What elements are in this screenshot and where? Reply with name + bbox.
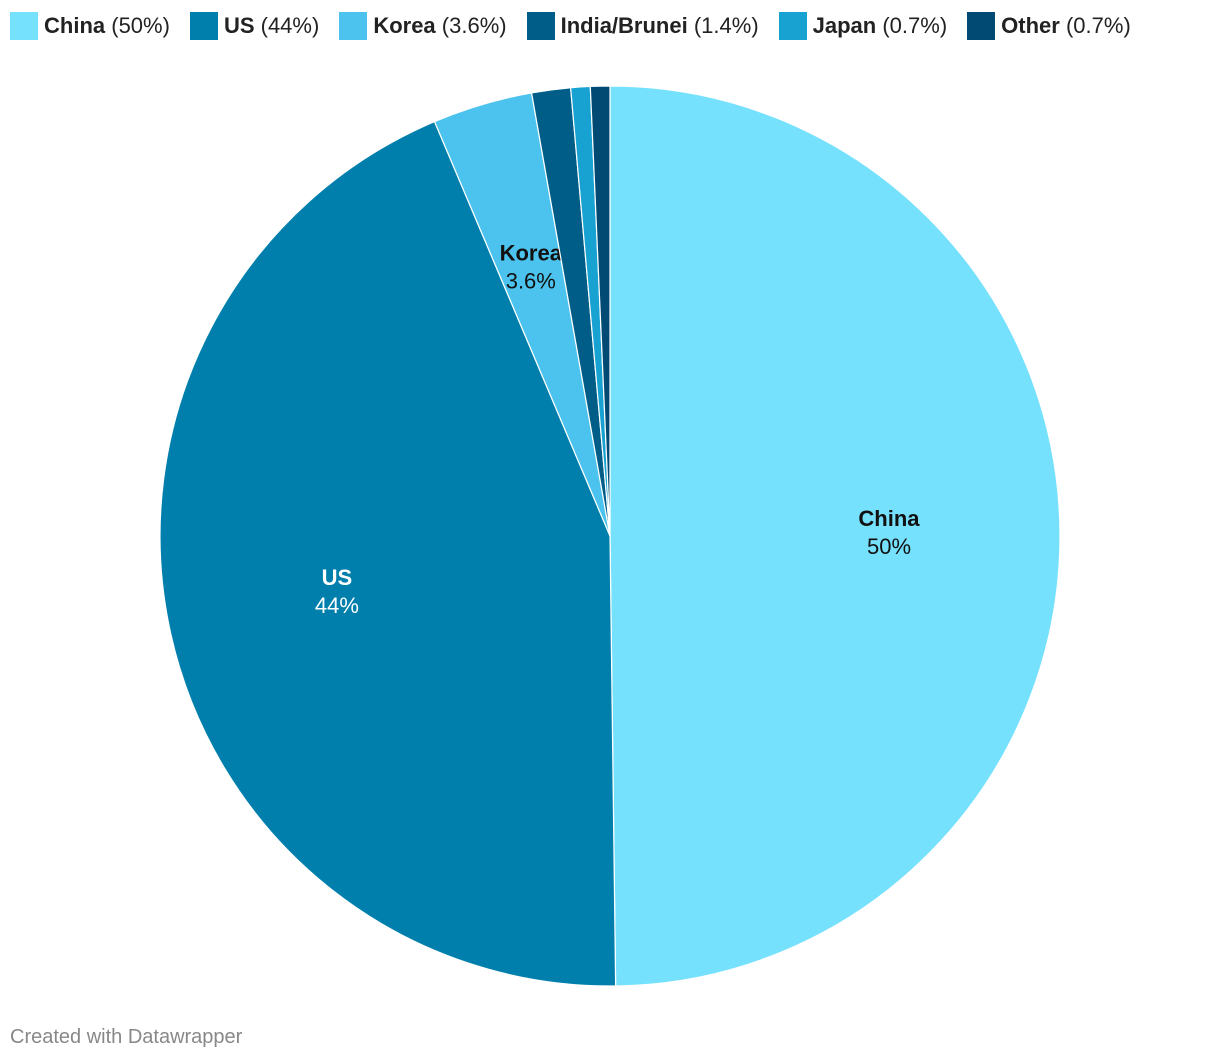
legend-value: (50%)	[111, 13, 170, 38]
legend-item: US (44%)	[189, 12, 319, 40]
legend-text: Korea (3.6%)	[373, 13, 506, 39]
slice-label: Korea	[500, 240, 563, 265]
slice-label: US	[322, 565, 353, 590]
legend-swatch	[189, 12, 218, 40]
legend-item: India/Brunei (1.4%)	[526, 12, 759, 40]
slice-value: 3.6%	[506, 268, 556, 293]
legend-swatch	[526, 12, 555, 40]
pie-slice	[609, 85, 1061, 987]
legend-name: Japan	[812, 13, 877, 38]
legend-item: Japan (0.7%)	[778, 12, 948, 40]
legend-swatch	[10, 12, 38, 40]
slice-label: China	[858, 506, 920, 531]
legend-name: US	[223, 13, 255, 38]
slice-value: 44%	[315, 593, 359, 618]
legend-text: Other (0.7%)	[1001, 13, 1131, 39]
legend-item: Other (0.7%)	[967, 12, 1131, 40]
legend-value: (0.7%)	[882, 13, 948, 38]
legend-item: China (50%)	[10, 12, 170, 40]
legend-swatch	[778, 12, 807, 40]
slice-value: 50%	[867, 534, 911, 559]
legend-text: India/Brunei (1.4%)	[561, 13, 759, 39]
legend-value: (0.7%)	[1065, 13, 1131, 38]
legend-name: Korea	[373, 13, 436, 38]
legend-swatch	[967, 12, 996, 40]
legend: China (50%) US (44%) Korea (3.6%) India/Bru…	[10, 12, 1131, 40]
legend-text: China (50%)	[44, 13, 170, 39]
legend-name: India/Brunei	[560, 13, 688, 38]
legend-text: Japan (0.7%)	[813, 13, 948, 39]
legend-item: Korea (3.6%)	[339, 12, 507, 40]
footer: Created with Datawrapper	[10, 1026, 243, 1048]
legend-name: China	[44, 13, 106, 38]
legend-value: (1.4%)	[693, 13, 759, 38]
legend-value: (3.6%)	[441, 13, 507, 38]
pie-slice	[589, 85, 611, 537]
legend-name: Other	[1001, 13, 1060, 38]
pie-slice	[159, 120, 617, 987]
legend-value: (44%)	[260, 13, 320, 38]
legend-swatch	[339, 12, 368, 40]
legend-text: US (44%)	[224, 13, 319, 39]
